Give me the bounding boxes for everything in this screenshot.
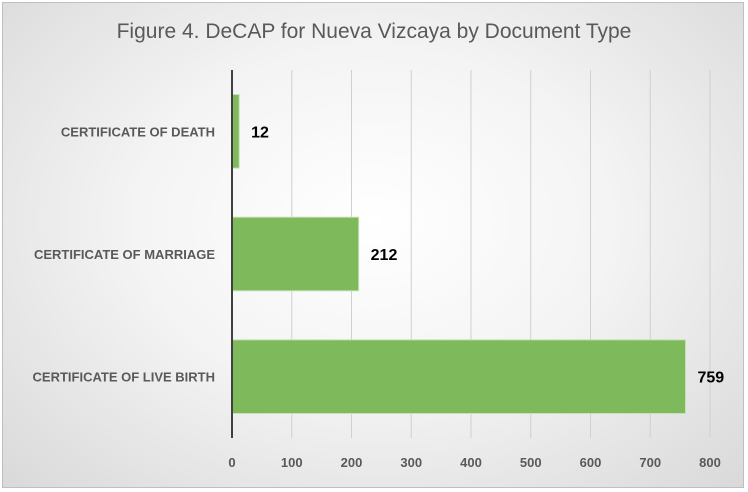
x-tick-label-200: 200 bbox=[341, 455, 363, 470]
x-tick-label-600: 600 bbox=[580, 455, 602, 470]
x-tick-label-700: 700 bbox=[639, 455, 661, 470]
category-label-0: CERTIFICATE OF DEATH bbox=[61, 124, 215, 139]
data-label-2: 759 bbox=[698, 370, 725, 387]
bar-0 bbox=[231, 94, 240, 169]
x-tick-label-400: 400 bbox=[460, 455, 482, 470]
chart-title: Figure 4. DeCAP for Nueva Vizcaya by Doc… bbox=[116, 20, 632, 43]
x-tick-label-800: 800 bbox=[699, 455, 721, 470]
x-tick-label-100: 100 bbox=[281, 455, 303, 470]
data-label-0: 12 bbox=[251, 124, 269, 141]
category-label-2: CERTIFICATE OF LIVE BIRTH bbox=[33, 370, 215, 385]
bar-1 bbox=[231, 216, 360, 292]
x-tick-label-500: 500 bbox=[520, 455, 542, 470]
bar-2 bbox=[231, 339, 687, 414]
x-tick-label-300: 300 bbox=[400, 455, 422, 470]
data-label-1: 212 bbox=[371, 247, 398, 264]
category-label-1: CERTIFICATE OF MARRIAGE bbox=[34, 247, 215, 262]
x-tick-label-0: 0 bbox=[228, 455, 235, 470]
